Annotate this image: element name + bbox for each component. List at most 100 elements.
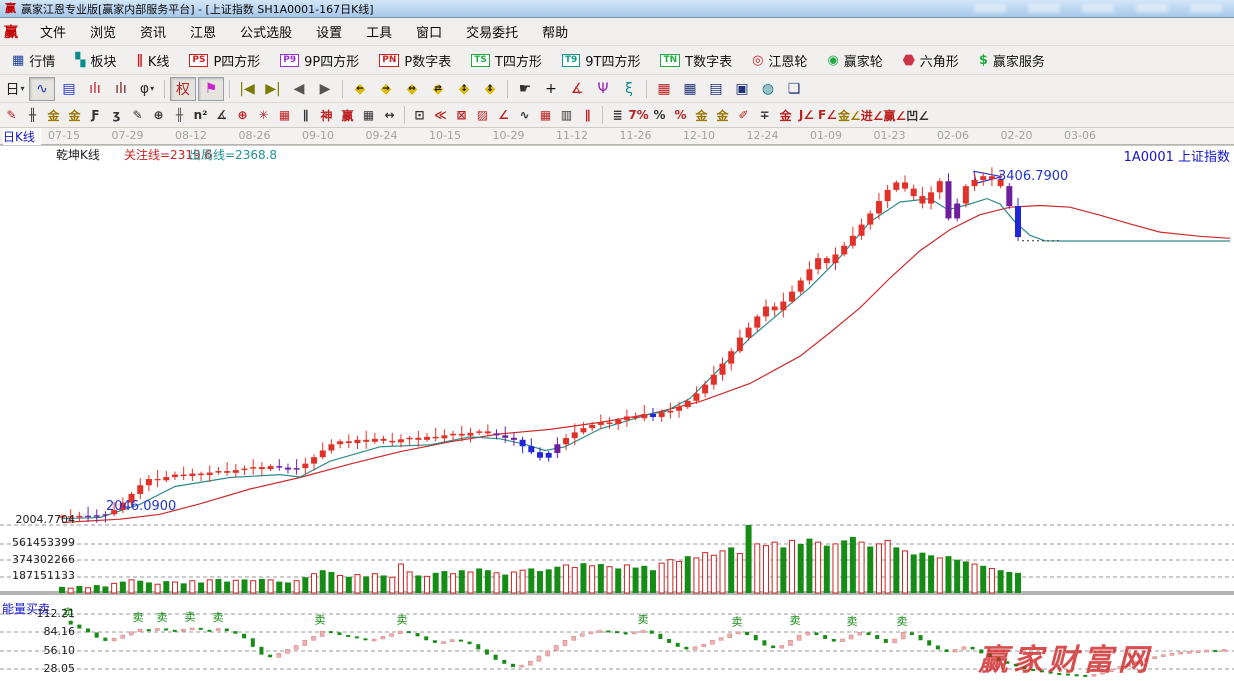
menu-item-2[interactable]: 浏览 bbox=[90, 26, 117, 41]
draw-tool-22-button[interactable]: ⊠ bbox=[456, 108, 467, 122]
draw-tool-40-button[interactable]: 金∠ bbox=[838, 108, 861, 123]
toolbar-9p-square-button[interactable]: P9 9P四方形 bbox=[270, 51, 369, 70]
notebook-button[interactable]: ▤ bbox=[704, 78, 728, 100]
menu-item-6[interactable]: 设置 bbox=[316, 26, 343, 41]
toolbar-quotes-button[interactable]: ▦ 行情 bbox=[2, 51, 65, 70]
draw-tool-7-button[interactable]: ✎ bbox=[132, 108, 143, 122]
draw-tool-9-button[interactable]: ╫ bbox=[175, 108, 184, 122]
hand-tool-button[interactable]: ☛ bbox=[513, 78, 537, 100]
draw-tool-6-button[interactable]: ʒ bbox=[112, 108, 121, 122]
draw-tool-8-button[interactable]: ⊕ bbox=[153, 108, 164, 122]
menu-item-3[interactable]: 资讯 bbox=[140, 26, 167, 41]
toolbar-9t-square-button[interactable]: T9 9T四方形 bbox=[552, 51, 651, 70]
menu-item-1[interactable]: 文件 bbox=[40, 26, 67, 41]
draw-tool-13-button[interactable]: ✳ bbox=[258, 108, 269, 122]
candlestick-chart[interactable]: 卖卖卖卖卖卖卖卖卖卖卖卖 bbox=[0, 145, 1234, 681]
date-tick-12-24: 12-24 bbox=[746, 129, 779, 142]
toolbar-kline-button[interactable]: ∥ K线 bbox=[126, 51, 179, 70]
gann-diamond-left-button[interactable]: ◆ ← bbox=[348, 78, 372, 100]
toolbar-p-square-button[interactable]: PS P四方形 bbox=[179, 51, 270, 70]
menu-item-7[interactable]: 工具 bbox=[366, 26, 393, 41]
draw-tool-28-button[interactable]: ∥ bbox=[584, 108, 591, 122]
bars-3-button[interactable]: ılı bbox=[83, 78, 107, 100]
draw-tool-39-button[interactable]: F∠ bbox=[818, 108, 837, 122]
wave-tool-button[interactable]: ξ bbox=[617, 78, 641, 100]
first-page-button[interactable]: |◀ bbox=[235, 78, 259, 100]
draw-tool-35-button[interactable]: ✐ bbox=[738, 108, 749, 122]
draw-tool-26-button[interactable]: ▦ bbox=[539, 108, 552, 122]
toolbar-t-square-button[interactable]: TS T四方形 bbox=[461, 51, 552, 70]
remote-service-button[interactable]: ❏ bbox=[782, 78, 806, 100]
calendar-button[interactable]: ▦ bbox=[652, 78, 676, 100]
crosshair-tool-button[interactable]: + bbox=[539, 78, 563, 100]
draw-tool-15-button[interactable]: ∥ bbox=[302, 108, 309, 122]
toolbar-sectors-button[interactable]: ▚ 板块 bbox=[65, 51, 126, 70]
draw-tool-43-button[interactable]: 凹∠ bbox=[906, 108, 930, 123]
draw-tool-32-button[interactable]: % bbox=[674, 108, 687, 122]
draw-tool-12-button[interactable]: ⊕ bbox=[237, 108, 248, 122]
draw-tool-17-button[interactable]: 赢 bbox=[341, 108, 354, 123]
draw-tool-21-button[interactable]: ≪ bbox=[434, 108, 447, 122]
next-page-button[interactable]: ▶ bbox=[313, 78, 337, 100]
draw-tool-36-button[interactable]: ∓ bbox=[759, 108, 770, 122]
angle-measure-button[interactable]: ∡ bbox=[565, 78, 589, 100]
gann-shape-tool-button[interactable]: Ψ bbox=[591, 78, 615, 100]
gann-diamond-vert-button[interactable]: ◆ ↕ bbox=[452, 78, 476, 100]
restore-rights-button[interactable]: 权 bbox=[170, 76, 196, 101]
gann-diamond-both-button[interactable]: ◆ ↔ bbox=[400, 78, 424, 100]
menu-item-8[interactable]: 窗口 bbox=[416, 26, 443, 41]
draw-tool-20-button[interactable]: ⊡ bbox=[414, 108, 425, 122]
draw-tool-27-button[interactable]: ▥ bbox=[560, 108, 573, 122]
draw-tool-30-button[interactable]: 7% bbox=[628, 108, 649, 122]
toolbar-gann-wheel-button[interactable]: ◎ 江恩轮 bbox=[742, 51, 817, 70]
period-select-button[interactable]: 日 ▾ bbox=[3, 78, 27, 100]
draw-tool-5-button[interactable]: Ƒ bbox=[91, 108, 100, 122]
draw-tool-37-button[interactable]: 金 bbox=[779, 108, 792, 123]
zigzag-view-button[interactable]: ∿ bbox=[29, 76, 55, 101]
draw-tool-19-button[interactable]: ↔ bbox=[384, 108, 395, 122]
draw-tool-34-button[interactable]: 金 bbox=[716, 108, 729, 123]
web-link-button[interactable]: ◍ bbox=[756, 78, 780, 100]
draw-tool-2-button[interactable]: ╫ bbox=[28, 108, 37, 122]
draw-tool-10-button[interactable]: n² bbox=[193, 108, 208, 122]
mark-flag-button[interactable]: ⚑ bbox=[198, 76, 224, 101]
draw-tool-25-button[interactable]: ∿ bbox=[519, 108, 530, 122]
toolbar-winner-service-button[interactable]: $ 赢家服务 bbox=[969, 51, 1055, 70]
gann-diamond-expand-button[interactable]: ◆ ⇕ bbox=[478, 78, 502, 100]
draw-tool-41-button[interactable]: 进∠ bbox=[860, 108, 884, 123]
gann-diamond-right-button[interactable]: ◆ → bbox=[374, 78, 398, 100]
gann-wheel-label: 江恩轮 bbox=[768, 54, 808, 70]
bars-9-button[interactable]: ılı bbox=[109, 78, 133, 100]
draw-tool-3-button[interactable]: 金 bbox=[47, 108, 60, 123]
draw-tool-38-button[interactable]: J∠ bbox=[798, 108, 815, 122]
draw-tool-23-button[interactable]: ▨ bbox=[476, 108, 489, 122]
candle-style-button[interactable]: φ ▾ bbox=[135, 78, 159, 100]
prev-page-button[interactable]: ◀ bbox=[287, 78, 311, 100]
draw-tool-1-button[interactable]: ✎ bbox=[6, 108, 17, 122]
draw-tool-29-button[interactable]: ≣ bbox=[612, 108, 623, 122]
menu-item-5[interactable]: 公式选股 bbox=[240, 26, 293, 41]
draw-tool-18-button[interactable]: ▦ bbox=[362, 108, 375, 122]
save-button[interactable]: ▣ bbox=[730, 78, 754, 100]
ghost-item bbox=[1190, 4, 1222, 13]
last-page-button[interactable]: ▶| bbox=[261, 78, 285, 100]
draw-tool-31-button[interactable]: % bbox=[653, 108, 666, 122]
calculator-button[interactable]: ▦ bbox=[678, 78, 702, 100]
draw-tool-24-button[interactable]: ∠ bbox=[498, 108, 509, 122]
toolbar-hexagon-button[interactable]: 六角形 bbox=[893, 51, 969, 70]
toolbar-t-number-table-button[interactable]: TN T数字表 bbox=[650, 51, 742, 70]
menu-item-10[interactable]: 帮助 bbox=[542, 26, 569, 41]
draw-tool-4-button[interactable]: 金 bbox=[68, 108, 81, 123]
draw-tool-14-button[interactable]: ▦ bbox=[278, 108, 291, 122]
toolbar-p-number-table-button[interactable]: PN P数字表 bbox=[369, 51, 461, 70]
menu-item-9[interactable]: 交易委托 bbox=[466, 26, 519, 41]
menu-item-4[interactable]: 江恩 bbox=[190, 26, 217, 41]
toolbar-winner-wheel-button[interactable]: ◉ 赢家轮 bbox=[817, 51, 892, 70]
draw-tool-42-button[interactable]: 赢∠ bbox=[883, 108, 907, 123]
draw-tool-11-button[interactable]: ∡ bbox=[216, 108, 227, 122]
draw-tool-33-button[interactable]: 金 bbox=[695, 108, 708, 123]
gann-diamond-swap-button[interactable]: ◆ ⇄ bbox=[426, 78, 450, 100]
draw-tool-16-button[interactable]: 神 bbox=[320, 108, 333, 123]
report-view-button[interactable]: ▤ bbox=[57, 78, 81, 100]
